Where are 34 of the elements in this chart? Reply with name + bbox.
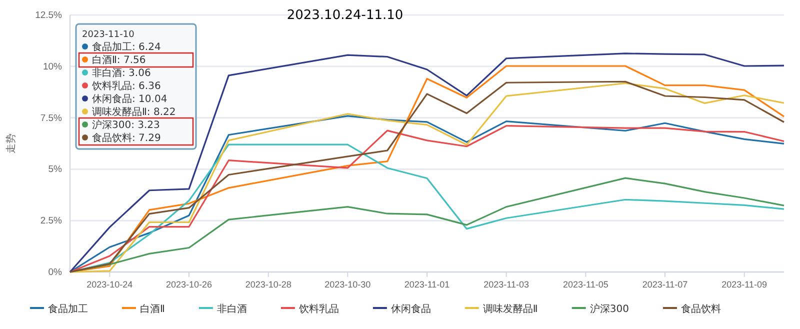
x-tick-label: 2023-10-28 — [245, 279, 292, 290]
x-tick-label: 2023-11-09 — [722, 279, 768, 290]
legend-label: 沪深300 — [590, 303, 629, 315]
chart-title: 2023.10.24-11.10 — [286, 8, 404, 23]
y-tick-label: 10% — [42, 61, 63, 72]
legend-label: 白酒Ⅱ — [140, 303, 165, 315]
legend-label: 非白酒 — [216, 303, 247, 315]
x-tick-label: 2023-10-30 — [324, 279, 371, 290]
annotation: 非白酒: 3.06 — [92, 67, 151, 79]
x-tick-label: 2023-10-24 — [86, 279, 133, 290]
annotation: 调味发酵品Ⅱ: 8.22 — [92, 106, 176, 118]
x-tick-label: 2023-11-07 — [642, 279, 688, 290]
y-tick-label: 12.5% — [35, 10, 63, 22]
y-tick-label: 5% — [48, 164, 63, 176]
x-tick-label: 2023-11-05 — [562, 279, 608, 290]
y-tick-label: 2.5% — [40, 216, 63, 227]
y-tick-label: 7.5% — [40, 112, 63, 124]
legend-label: 食品加工 — [48, 303, 88, 315]
annotation: 休闲食品: 10.04 — [92, 93, 168, 105]
legend-label: 调味发酵品Ⅱ — [482, 303, 538, 315]
annotation: 食品加工: 6.24 — [92, 41, 161, 53]
x-tick-label: 2023-10-26 — [166, 279, 212, 290]
legend-label: 食品饮料 — [680, 303, 721, 315]
annotation: 2023-11-10 — [82, 30, 135, 40]
legend-label: 饮料乳品 — [298, 303, 339, 315]
x-tick-label: 2023-11-01 — [404, 279, 450, 290]
legend-label: 休闲食品 — [390, 303, 431, 315]
annotation: 饮料乳品: 6.36 — [91, 80, 161, 92]
annotation: 食品饮料: 7.29 — [92, 132, 161, 144]
y-axis-title: 走势 — [5, 134, 17, 154]
annotation: 白酒Ⅱ: 7.56 — [92, 54, 146, 66]
annotation: 沪深300: 3.23 — [92, 119, 160, 131]
y-tick-label: 0% — [48, 267, 63, 278]
x-tick-label: 2023-11-03 — [484, 279, 530, 290]
